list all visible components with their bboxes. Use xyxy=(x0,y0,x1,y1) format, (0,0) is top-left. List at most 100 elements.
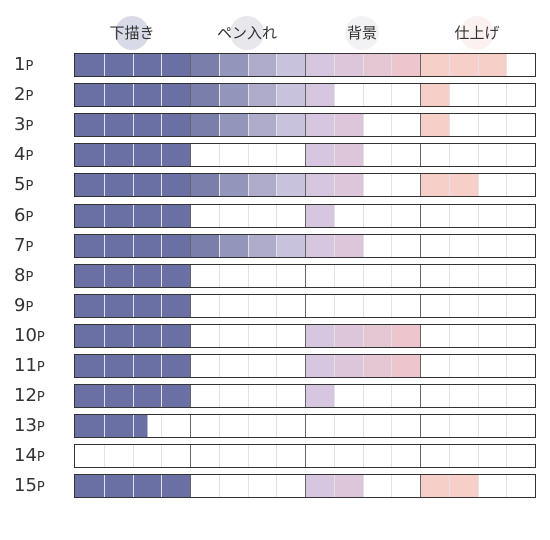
progress-cell-ink xyxy=(247,264,277,287)
progress-cell-background xyxy=(333,144,363,167)
progress-cell-sketch xyxy=(75,174,104,197)
progress-cell-background xyxy=(333,324,363,347)
stage-label-ink: ペン入れ xyxy=(216,24,277,42)
page-unit: P xyxy=(36,420,45,436)
progress-cell-finish xyxy=(448,385,478,408)
stage-label-finish: 仕上げ xyxy=(454,24,500,42)
page-label: 8P xyxy=(14,264,33,290)
progress-cell-ink xyxy=(218,264,248,287)
progress-cell-background xyxy=(333,385,363,408)
progress-cell-finish xyxy=(420,204,449,227)
progress-cell-sketch xyxy=(132,234,162,257)
progress-bar xyxy=(74,173,536,198)
progress-cell-ink xyxy=(218,114,248,137)
progress-bar xyxy=(74,354,536,378)
progress-bar xyxy=(74,113,536,138)
progress-cell-ink xyxy=(190,385,219,408)
page-label: 10P xyxy=(14,324,45,350)
progress-cell-sketch xyxy=(75,54,104,76)
progress-cell-background xyxy=(305,385,334,408)
progress-cell-finish xyxy=(420,415,449,438)
progress-cell-sketch xyxy=(132,324,162,347)
progress-cell-ink xyxy=(276,264,305,287)
page-label: 1P xyxy=(14,53,33,79)
page-number: 6 xyxy=(14,204,26,226)
progress-cell-finish xyxy=(420,294,449,317)
progress-cell-background xyxy=(362,324,392,347)
progress-bar xyxy=(74,474,536,499)
progress-bar xyxy=(74,83,536,108)
page-row: 11P xyxy=(0,354,550,378)
progress-cell-sketch xyxy=(161,415,190,438)
page-label: 2P xyxy=(14,83,33,109)
progress-cell-ink xyxy=(276,54,305,76)
progress-cell-background xyxy=(391,324,420,347)
progress-cell-finish xyxy=(448,264,478,287)
progress-cell-ink xyxy=(247,294,277,317)
progress-cell-finish xyxy=(477,84,507,107)
stage-circle-background xyxy=(345,16,379,50)
progress-cell-background xyxy=(305,84,334,107)
page-number: 13 xyxy=(14,415,37,437)
stage-circle-sketch xyxy=(115,16,149,50)
stage-header-sketch: 下描き xyxy=(74,16,190,50)
progress-cell-finish xyxy=(420,114,449,137)
progress-cell-finish xyxy=(477,475,507,498)
page-label: 11P xyxy=(14,354,45,380)
progress-cell-ink xyxy=(247,144,277,167)
progress-bar xyxy=(74,203,536,228)
page-label: 7P xyxy=(14,234,33,260)
progress-cell-ink xyxy=(276,234,305,257)
progress-cell-background xyxy=(391,385,420,408)
progress-cell-sketch xyxy=(132,204,162,227)
page-row: 15P xyxy=(0,474,550,499)
progress-cell-finish xyxy=(448,84,478,107)
progress-cell-sketch xyxy=(75,114,104,137)
progress-cell-finish xyxy=(477,385,507,408)
progress-cell-finish xyxy=(448,355,478,377)
progress-cell-ink xyxy=(247,204,277,227)
progress-cell-background xyxy=(305,54,334,76)
progress-cell-ink xyxy=(247,324,277,347)
progress-cell-sketch xyxy=(132,475,162,498)
progress-cell-sketch xyxy=(103,445,133,468)
progress-cell-sketch xyxy=(161,84,190,107)
progress-cell-ink xyxy=(218,415,248,438)
progress-cell-finish xyxy=(420,174,449,197)
progress-cell-ink xyxy=(218,324,248,347)
progress-cell-finish xyxy=(506,385,535,408)
progress-cell-background xyxy=(333,294,363,317)
progress-cell-background xyxy=(391,475,420,498)
page-row: 2P xyxy=(0,83,550,109)
page-label: 3P xyxy=(14,113,33,139)
progress-cell-ink xyxy=(218,294,248,317)
progress-cell-background xyxy=(391,264,420,287)
progress-cell-ink xyxy=(247,54,277,76)
progress-cell-sketch xyxy=(103,84,133,107)
progress-cell-sketch xyxy=(161,445,190,468)
progress-cell-ink xyxy=(276,294,305,317)
progress-cell-ink xyxy=(247,475,277,498)
progress-cell-ink xyxy=(247,385,277,408)
progress-cell-ink xyxy=(247,415,277,438)
progress-cell-sketch xyxy=(75,445,104,468)
progress-cell-ink xyxy=(276,114,305,137)
progress-cell-finish xyxy=(448,144,478,167)
progress-cell-background xyxy=(362,234,392,257)
progress-cell-ink xyxy=(190,114,219,137)
progress-cell-ink xyxy=(190,355,219,377)
page-unit: P xyxy=(25,269,34,285)
progress-cell-finish xyxy=(477,114,507,137)
progress-bar xyxy=(74,384,536,409)
progress-cell-sketch xyxy=(75,264,104,287)
progress-cell-ink xyxy=(247,234,277,257)
progress-cell-background xyxy=(391,294,420,317)
page-unit: P xyxy=(25,299,34,315)
progress-cell-background xyxy=(362,445,392,468)
progress-bar xyxy=(74,323,536,348)
progress-cell-sketch xyxy=(103,294,133,317)
progress-cell-ink xyxy=(190,264,219,287)
progress-cell-finish xyxy=(477,144,507,167)
progress-cell-sketch xyxy=(161,355,190,377)
progress-cell-finish xyxy=(506,84,535,107)
